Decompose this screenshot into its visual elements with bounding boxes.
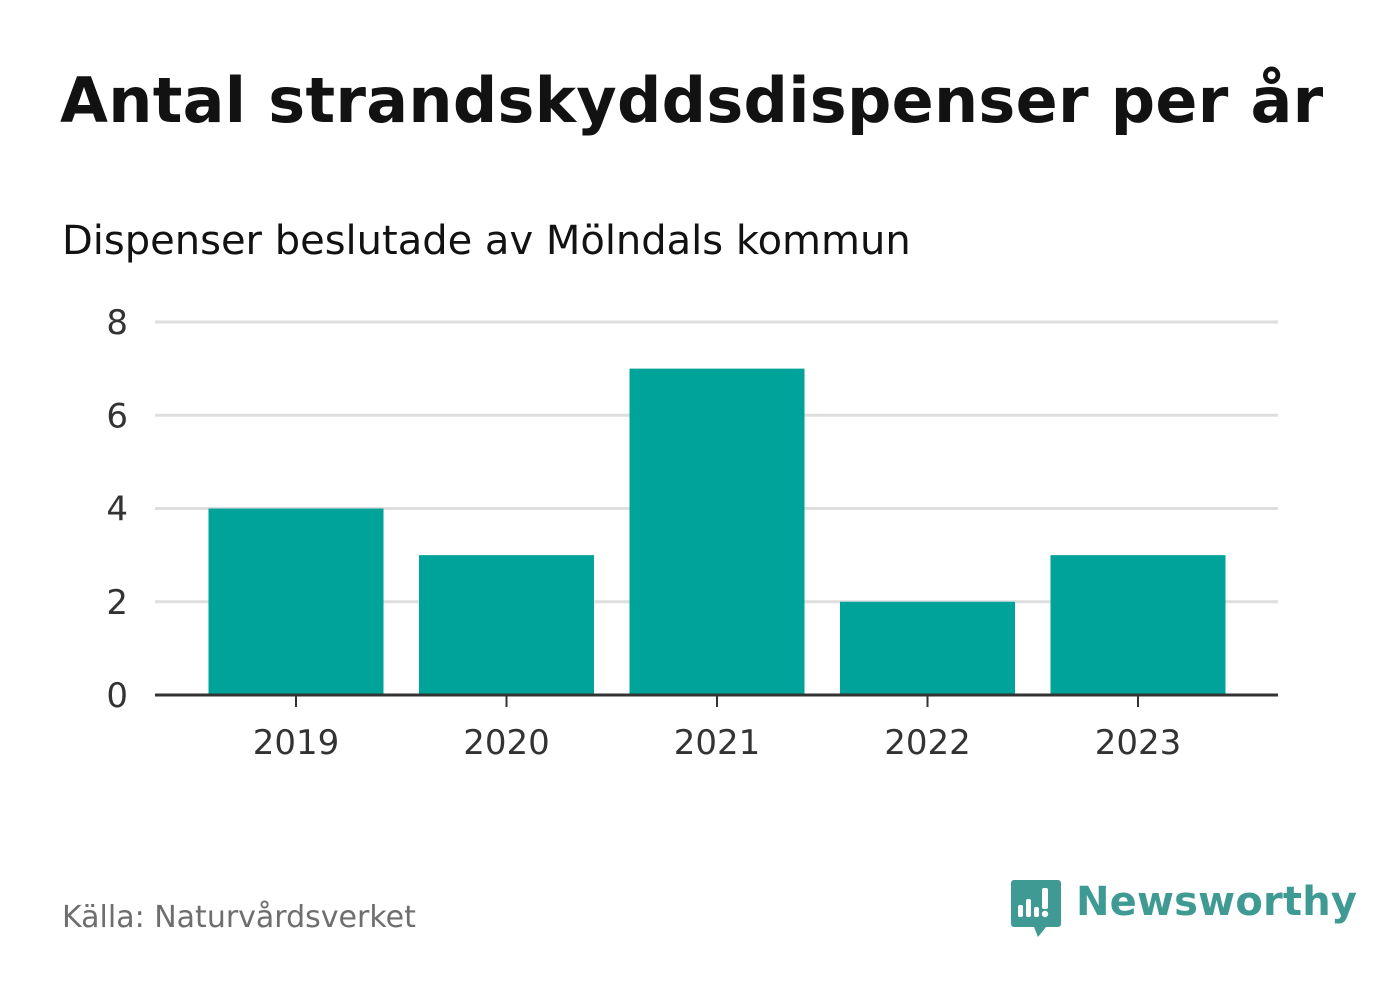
chart-title: Antal strandskyddsdispenser per år bbox=[60, 64, 1324, 137]
x-tick-label: 2019 bbox=[253, 723, 340, 763]
brand-logo: Newsworthy bbox=[1010, 878, 1357, 940]
bar-2020 bbox=[419, 555, 594, 695]
y-tick-label: 4 bbox=[106, 490, 128, 530]
brand-name: Newsworthy bbox=[1076, 879, 1358, 925]
x-tick-label: 2022 bbox=[884, 723, 971, 763]
source-note: Källa: Naturvårdsverket bbox=[62, 900, 416, 935]
y-tick-label: 8 bbox=[106, 303, 128, 343]
y-tick-label: 6 bbox=[106, 396, 128, 436]
bars bbox=[208, 368, 1226, 695]
bar-2023 bbox=[1050, 555, 1226, 695]
newsworthy-logo-icon bbox=[1011, 880, 1061, 937]
x-tick-label: 2020 bbox=[463, 723, 550, 763]
chart-subtitle: Dispenser beslutade av Mölndals kommun bbox=[62, 218, 911, 264]
y-tick-label: 0 bbox=[106, 676, 128, 716]
bar-2021 bbox=[629, 368, 805, 695]
bar-2019 bbox=[208, 508, 384, 695]
bar-2022 bbox=[840, 601, 1015, 695]
y-axis-ticks: 0 2 4 6 8 bbox=[106, 303, 128, 716]
x-tick-label: 2023 bbox=[1095, 723, 1182, 763]
x-tick-label: 2021 bbox=[674, 723, 761, 763]
y-tick-label: 2 bbox=[106, 583, 128, 623]
x-axis-ticks: 2019 2020 2021 2022 2023 bbox=[253, 695, 1182, 763]
